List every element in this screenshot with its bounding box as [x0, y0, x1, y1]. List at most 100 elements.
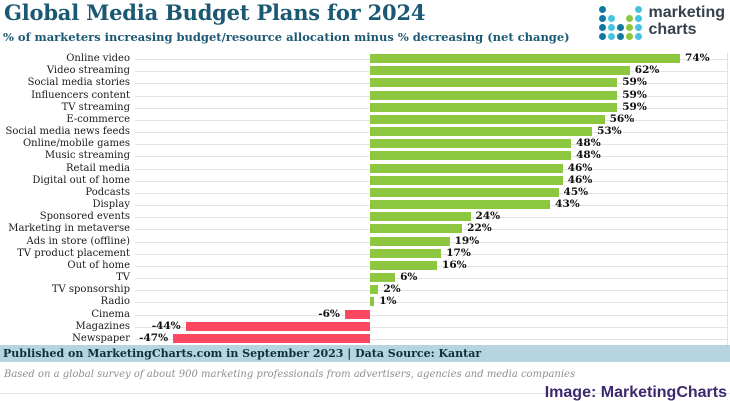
- value-label: 56%: [609, 112, 635, 125]
- value-label: 74%: [685, 52, 710, 64]
- row-gridline: [135, 290, 727, 292]
- logo-dot-icon: [607, 15, 615, 22]
- logo-dot-icon: [634, 24, 642, 31]
- bar: [344, 309, 370, 319]
- bar: [185, 321, 370, 331]
- bar: [370, 163, 563, 173]
- bar: [370, 78, 618, 88]
- chart-row: Retail media 46%: [0, 162, 730, 175]
- logo-dot-icon: [617, 6, 624, 13]
- chart-row: Cinema -6%: [0, 307, 730, 321]
- logo-dot-icon: [625, 15, 633, 22]
- value-label: 43%: [555, 198, 580, 211]
- row-gridline: [135, 314, 727, 316]
- row-gridline: [135, 326, 727, 328]
- value-label: 2%: [383, 283, 401, 296]
- value-label: 59%: [622, 88, 647, 101]
- logo-dot-icon: [626, 6, 633, 13]
- bar-chart: Online video 74% Video streaming 62% Social …: [0, 52, 730, 346]
- bar: [370, 175, 563, 185]
- image-credit: Image: MarketingCharts: [544, 384, 727, 401]
- chart-subtitle: % of marketers increasing budget/resourc…: [3, 30, 570, 44]
- category-label: TV: [116, 272, 130, 284]
- value-label: 16%: [442, 258, 467, 271]
- chart-row: Social media news feeds 53%: [0, 125, 730, 138]
- bar: [370, 285, 379, 295]
- chart-row: Newspaper -47%: [0, 332, 730, 345]
- survey-note: Based on a global survey of about 900 ma…: [4, 369, 576, 380]
- logo-dot-icon: [598, 33, 606, 40]
- bar: [370, 200, 551, 210]
- category-label: Online video: [66, 53, 130, 64]
- logo-dots-icon: [598, 6, 642, 40]
- category-label: Influencers content: [31, 89, 130, 101]
- logo-dot-icon: [616, 24, 624, 31]
- category-label: Cinema: [91, 308, 130, 320]
- chart-row: E-commerce 56%: [0, 112, 730, 126]
- bar: [370, 114, 605, 124]
- chart-row: Marketing in metaverse 22%: [0, 222, 730, 235]
- value-label: 48%: [576, 149, 601, 162]
- bar: [370, 139, 572, 149]
- chart-row: Music streaming 48%: [0, 149, 730, 162]
- category-label: Magazines: [75, 320, 130, 332]
- logo-dot-icon: [598, 15, 606, 22]
- category-label: Radio: [100, 296, 130, 308]
- chart-row: Display 43%: [0, 198, 730, 211]
- category-label: Online/mobile games: [22, 138, 130, 150]
- value-label: 17%: [446, 246, 471, 259]
- value-label: 46%: [567, 173, 593, 186]
- category-label: Social media stories: [27, 77, 130, 89]
- category-label: E-commerce: [66, 113, 130, 125]
- plot-right-border: [727, 53, 728, 345]
- bar: [370, 248, 442, 258]
- category-label: Retail media: [66, 162, 130, 174]
- bar: [370, 66, 630, 76]
- logo-dot-icon: [634, 6, 642, 13]
- page-title: Global Media Budget Plans for 2024: [4, 0, 426, 25]
- value-label: -6%: [318, 307, 340, 320]
- bar: [370, 187, 559, 197]
- logo-dot-icon: [598, 24, 606, 31]
- category-label: Out of home: [67, 259, 130, 271]
- bar: [370, 54, 681, 63]
- category-label: Sponsored events: [39, 211, 130, 223]
- chart-row: Sponsored events 24%: [0, 210, 730, 223]
- bar: [370, 224, 463, 234]
- category-label: Social media news feeds: [5, 126, 130, 138]
- row-gridline: [135, 338, 727, 340]
- logo-dot-icon: [634, 15, 642, 22]
- row-gridline: [135, 302, 727, 304]
- bar: [370, 273, 396, 283]
- chart-row: TV sponsorship 2%: [0, 283, 730, 296]
- publication-banner: Published on MarketingCharts.com in Sept…: [0, 345, 730, 362]
- chart-row: Influencers content 59%: [0, 88, 730, 102]
- bar: [370, 236, 450, 246]
- chart-row: Social media stories 59%: [0, 76, 730, 89]
- chart-row: TV 6%: [0, 271, 730, 284]
- logo-dot-icon: [598, 6, 606, 13]
- value-label: 45%: [563, 185, 589, 198]
- chart-row: Video streaming 62%: [0, 64, 730, 77]
- category-label: Music streaming: [44, 150, 130, 162]
- value-label: 22%: [467, 222, 492, 235]
- chart-row: Podcasts 45%: [0, 185, 730, 199]
- value-label: 59%: [622, 76, 647, 89]
- chart-row: Ads in store (offline) 19%: [0, 235, 730, 248]
- bar: [370, 260, 438, 270]
- value-label: 48%: [576, 137, 601, 150]
- logo-wordmark: marketing charts: [649, 4, 725, 38]
- value-label: 24%: [475, 210, 501, 223]
- logo-dot-icon: [625, 33, 633, 40]
- bar: [370, 212, 471, 222]
- bar: [370, 127, 593, 137]
- bar: [370, 297, 375, 307]
- value-label: 62%: [634, 64, 660, 77]
- chart-row: TV product placement 17%: [0, 246, 730, 260]
- bar: [370, 102, 618, 112]
- logo-dot-icon: [616, 33, 624, 40]
- category-label: Marketing in metaverse: [8, 223, 130, 235]
- value-label: 6%: [400, 271, 418, 284]
- row-gridline: [135, 278, 727, 280]
